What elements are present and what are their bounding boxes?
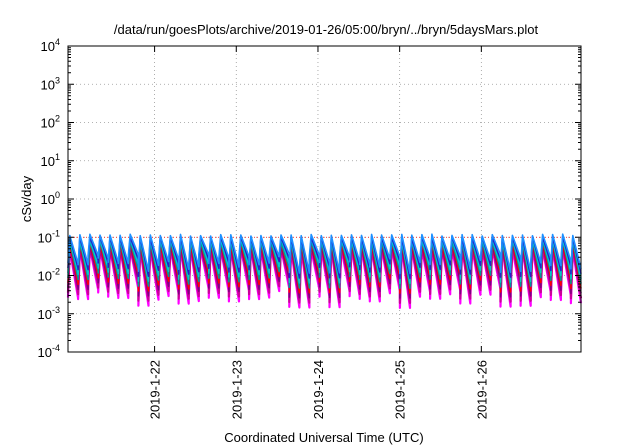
y-tick-label: 102 (41, 114, 60, 131)
grid-lines (68, 46, 581, 352)
series-line (67, 233, 582, 275)
y-tick-label: 103 (41, 75, 60, 92)
y-tick-label: 104 (41, 37, 60, 54)
y-tick-label: 10-3 (38, 305, 60, 322)
x-axis-ticks: 2019-1-22 2019-1-23 2019-1-24 2019-1-25 2019… (148, 46, 489, 419)
y-tick-label: 101 (41, 152, 60, 169)
x-tick-label: 2019-1-24 (311, 360, 326, 419)
x-tick-label: 2019-1-26 (474, 360, 489, 419)
x-axis-label: Coordinated Universal Time (UTC) (224, 430, 423, 445)
chart-title: /data/run/goesPlots/archive/2019-01-26/0… (114, 22, 539, 37)
y-axis-ticks: 104 103 102 101 100 10-1 10-2 10-3 10-4 (38, 37, 581, 360)
x-tick-label: 2019-1-23 (229, 360, 244, 419)
y-tick-label: 100 (41, 190, 60, 207)
y-tick-label: 10-2 (38, 267, 60, 284)
y-tick-label: 10-1 (38, 228, 60, 245)
x-tick-label: 2019-1-25 (393, 360, 408, 419)
y-axis-label: cSv/day (19, 175, 34, 222)
x-tick-label: 2019-1-22 (148, 360, 163, 419)
series-group (66, 233, 583, 309)
y-tick-label: 10-4 (38, 343, 60, 360)
